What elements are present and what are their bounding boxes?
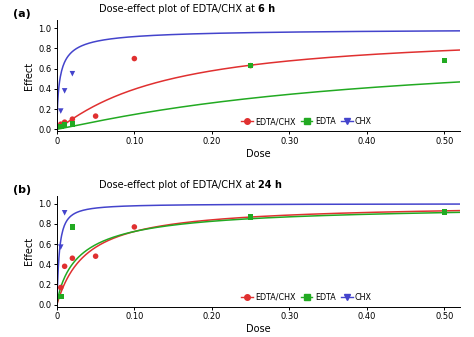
Text: 6 h: 6 h (258, 4, 275, 14)
Point (57, 294, 64, 299)
Point (61, 264, 68, 269)
Point (57, 109, 64, 114)
Point (69, 71, 76, 76)
Point (57, 121, 64, 127)
Y-axis label: Effect: Effect (24, 62, 34, 90)
Point (440, 209, 448, 214)
Point (247, 214, 255, 219)
X-axis label: Dose: Dose (246, 324, 271, 334)
Text: Dose-effect plot of EDTA/CHX at: Dose-effect plot of EDTA/CHX at (99, 180, 258, 189)
Point (130, 224, 138, 229)
Point (57, 244, 64, 250)
Point (69, 255, 76, 261)
Title: Dose-effect plot of EDTA/CHX at 24 h: Dose-effect plot of EDTA/CHX at 24 h (0, 336, 1, 337)
Point (130, 56, 138, 61)
Point (440, 58, 448, 63)
Point (69, 224, 76, 229)
Point (61, 88, 68, 94)
Point (247, 63, 255, 68)
Title: Dose-effect plot of EDTA/CHX at 6 h: Dose-effect plot of EDTA/CHX at 6 h (0, 336, 1, 337)
Point (61, 122, 68, 128)
Point (57, 285, 64, 290)
Legend: EDTA/CHX, EDTA, CHX: EDTA/CHX, EDTA, CHX (241, 293, 372, 302)
Point (69, 121, 76, 127)
Text: 24 h: 24 h (258, 180, 282, 189)
Point (247, 63, 255, 68)
Text: Dose-effect plot of EDTA/CHX at: Dose-effect plot of EDTA/CHX at (99, 4, 258, 14)
Point (61, 120, 68, 125)
Point (69, 117, 76, 122)
Point (92, 253, 100, 259)
Y-axis label: Effect: Effect (24, 237, 34, 265)
Legend: EDTA/CHX, EDTA, CHX: EDTA/CHX, EDTA, CHX (241, 117, 372, 126)
Text: (a): (a) (12, 9, 30, 19)
Text: (b): (b) (12, 185, 31, 194)
Point (61, 210, 68, 215)
Point (57, 124, 64, 129)
Point (92, 114, 100, 119)
X-axis label: Dose: Dose (246, 149, 271, 159)
